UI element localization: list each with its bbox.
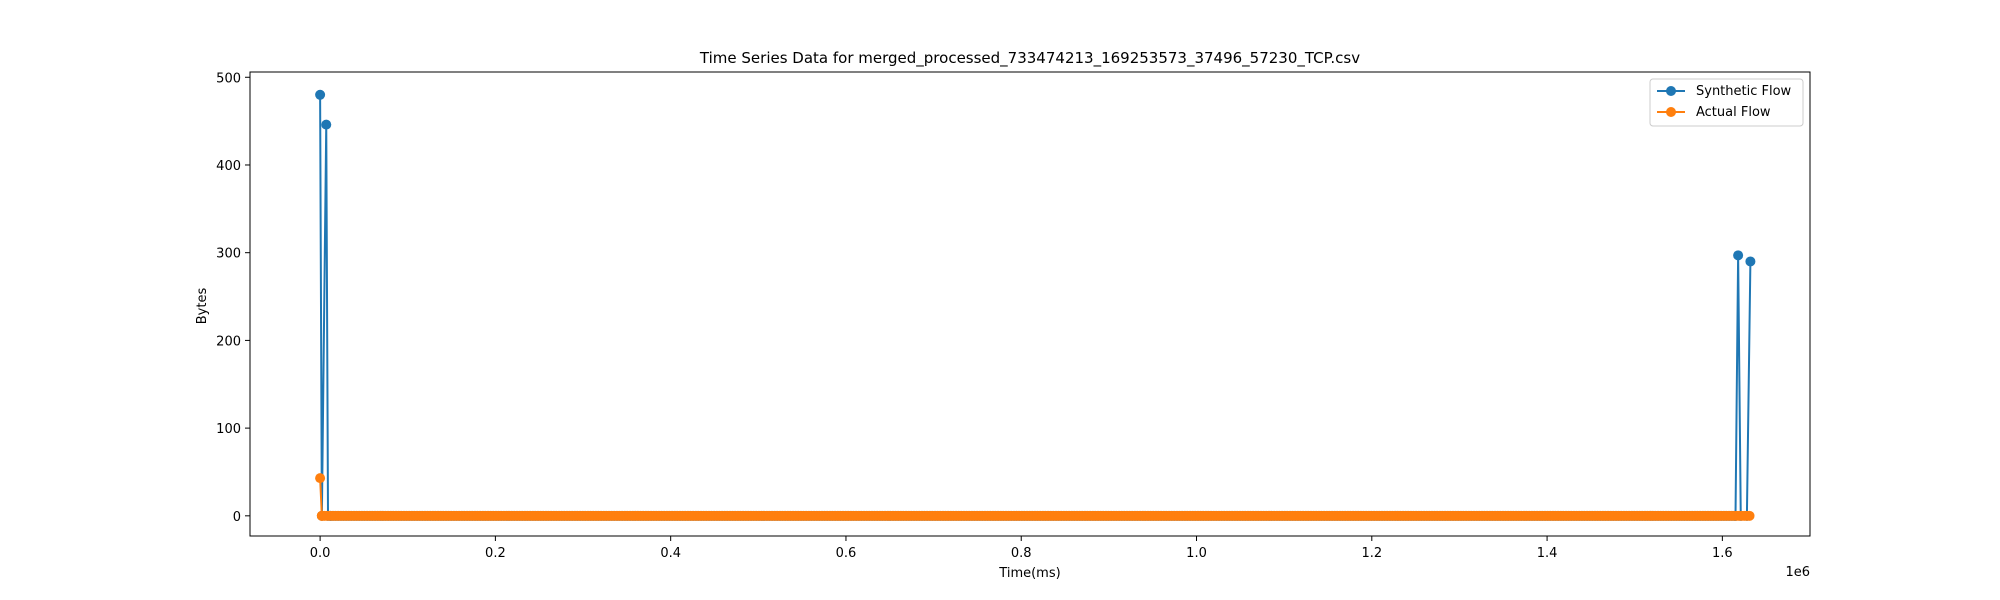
x-axis-label: Time(ms) xyxy=(998,566,1060,581)
x-tick-label: 1.2 xyxy=(1361,546,1382,561)
legend-label-actual-flow: Actual Flow xyxy=(1696,105,1771,120)
data-point-synthetic-flow xyxy=(315,89,326,100)
series-layer xyxy=(315,89,1756,521)
x-axis: 0.0 0.2 0.4 0.6 0.8 1.0 1.2 1.4 1.6 xyxy=(310,536,1733,561)
data-point-actual-flow xyxy=(315,473,326,484)
y-axis: 0 100 200 300 400 500 xyxy=(216,71,250,525)
y-tick-label: 100 xyxy=(216,422,241,437)
y-tick-label: 400 xyxy=(216,159,241,174)
series-line-actual-flow xyxy=(319,478,1750,517)
x-tick-label: 1.0 xyxy=(1186,546,1207,561)
x-tick-label: 0.2 xyxy=(485,546,506,561)
legend-marker-synthetic-flow xyxy=(1666,86,1676,96)
x-tick-label: 1.4 xyxy=(1537,546,1558,561)
data-point-actual-flow xyxy=(1744,510,1755,521)
y-tick-label: 200 xyxy=(216,334,241,349)
data-point-synthetic-flow xyxy=(321,119,332,130)
legend: Synthetic Flow Actual Flow xyxy=(1649,78,1804,127)
y-tick-label: 500 xyxy=(216,71,241,86)
chart-title: Time Series Data for merged_processed_73… xyxy=(699,49,1360,68)
legend-box xyxy=(1649,78,1804,127)
x-axis-offset-label: 1e6 xyxy=(1785,565,1810,580)
x-tick-label: 1.6 xyxy=(1712,546,1733,561)
x-tick-label: 0.4 xyxy=(660,546,681,561)
x-tick-label: 0.0 xyxy=(310,546,331,561)
x-tick-label: 0.6 xyxy=(836,546,857,561)
plot-frame xyxy=(249,71,1811,537)
x-tick-label: 0.8 xyxy=(1011,546,1032,561)
y-tick-label: 0 xyxy=(233,510,241,525)
y-tick-label: 300 xyxy=(216,247,241,262)
y-axis-label: Bytes xyxy=(195,288,210,325)
legend-marker-actual-flow xyxy=(1666,107,1676,117)
series-line-synthetic-flow xyxy=(319,94,1752,517)
data-point-synthetic-flow xyxy=(1733,250,1744,261)
legend-label-synthetic-flow: Synthetic Flow xyxy=(1696,84,1792,99)
data-point-synthetic-flow xyxy=(1745,256,1756,267)
